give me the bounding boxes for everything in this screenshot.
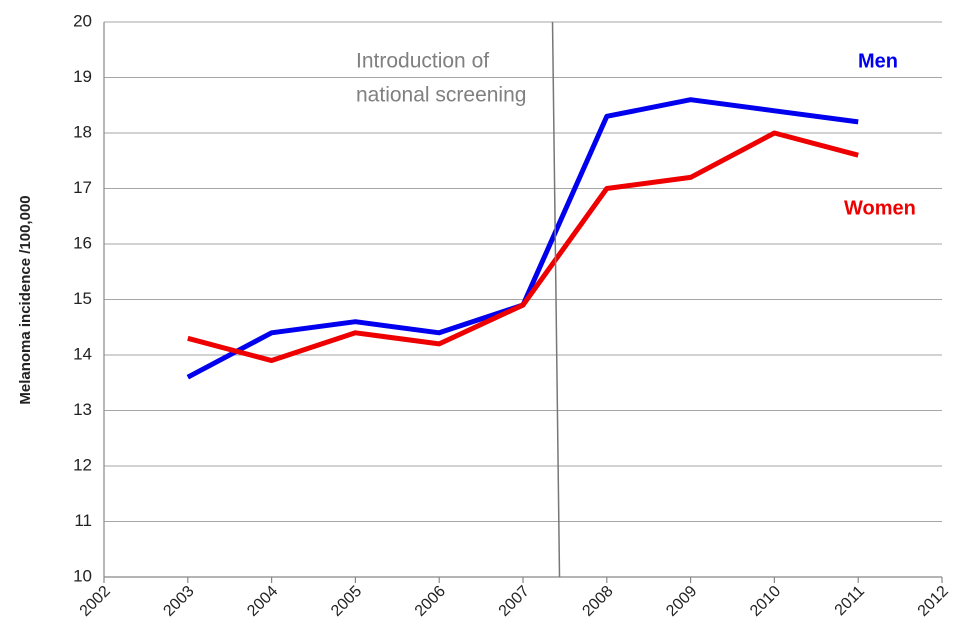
annotation-text: Introduction of	[356, 50, 489, 73]
y-axis-label: Melanoma incidence /100,000	[17, 195, 34, 404]
x-tick-label: 2011	[832, 583, 868, 619]
y-tick-label: 10	[73, 566, 92, 585]
y-tick-label: 18	[73, 122, 92, 141]
series-line	[187, 130, 859, 364]
annotation-text: national screening	[356, 84, 526, 107]
y-tick-label: 11	[74, 511, 92, 530]
y-tick-label: 19	[73, 67, 92, 86]
y-tick-label: 12	[73, 455, 92, 474]
series-label: Women	[844, 197, 916, 219]
annotation-line	[551, 21, 561, 578]
x-tick-label: 2007	[496, 583, 533, 620]
y-tick-label: 17	[73, 178, 92, 197]
x-tick-label: 2009	[663, 583, 700, 620]
x-tick-label: 2008	[579, 583, 616, 620]
y-tick-label: 15	[73, 289, 92, 308]
y-tick-label: 20	[73, 11, 92, 30]
y-tick-label: 14	[73, 344, 92, 363]
x-tick-label: 2006	[412, 583, 449, 620]
x-tick-label: 2004	[244, 583, 281, 620]
y-tick-label: 16	[73, 233, 92, 252]
x-tick-label: 2002	[77, 583, 114, 620]
x-tick-label: 2012	[915, 583, 952, 620]
x-tick-label: 2003	[160, 583, 197, 620]
x-tick-label: 2005	[328, 583, 365, 620]
x-tick-label: 2010	[747, 583, 784, 620]
series-label: Men	[858, 50, 898, 72]
y-tick-label: 13	[73, 400, 92, 419]
